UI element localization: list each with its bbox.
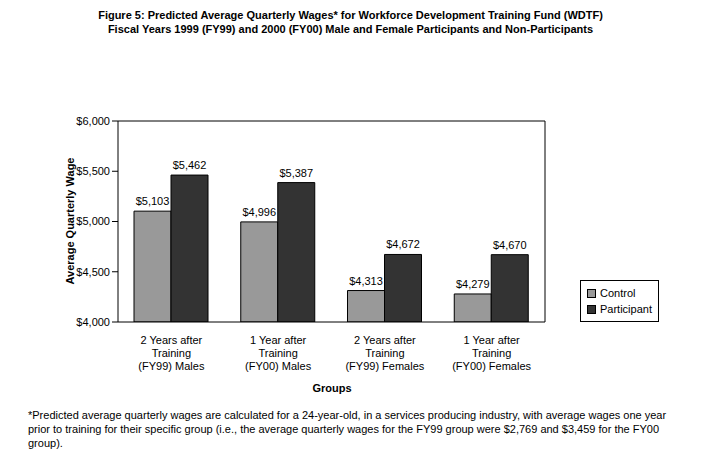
- svg-text:$5,000: $5,000: [76, 215, 110, 227]
- html-text:*Predicted average quarterly w: *Predicted average quarterly wages are c…: [28, 409, 667, 449]
- svg-text:$5,387: $5,387: [279, 167, 313, 179]
- svg-text:$4,313: $4,313: [349, 275, 383, 287]
- html-text:Fiscal Years 1999 (FY99) and 2: Fiscal Years 1999 (FY99) and 2000 (FY00)…: [107, 23, 594, 35]
- svg-text:$4,670: $4,670: [493, 239, 527, 251]
- svg-text:$4,672: $4,672: [386, 238, 420, 250]
- svg-text:2 Years afterTraining(FY99) Fe: 2 Years afterTraining(FY99) Females: [345, 334, 424, 372]
- svg-text:$5,500: $5,500: [76, 165, 110, 177]
- svg-text:$4,500: $4,500: [76, 266, 110, 278]
- svg-text:1 Year afterTraining(FY00) Fem: 1 Year afterTraining(FY00) Females: [452, 334, 531, 372]
- svg-text:$4,996: $4,996: [242, 206, 276, 218]
- html-text:Average Quarterly Wage: Average Quarterly Wage: [64, 157, 76, 285]
- svg-text:$6,000: $6,000: [76, 115, 110, 127]
- html-text:Figure 5: Predicted Average Qu: Figure 5: Predicted Average Quarterly Wa…: [98, 9, 603, 21]
- svg-text:1 Year afterTraining(FY00) Mal: 1 Year afterTraining(FY00) Males: [245, 334, 312, 372]
- svg-text:$4,279: $4,279: [456, 278, 490, 290]
- html-text:Groups: Groups: [312, 382, 352, 394]
- svg-text:$4,000: $4,000: [76, 316, 110, 328]
- svg-text:$5,462: $5,462: [173, 159, 207, 171]
- html-text:Control: Control: [600, 287, 636, 299]
- html-text:Participant: Participant: [600, 303, 652, 315]
- svg-text:2 Years afterTraining(FY99) Ma: 2 Years afterTraining(FY99) Males: [138, 334, 205, 372]
- svg-text:$5,103: $5,103: [136, 195, 170, 207]
